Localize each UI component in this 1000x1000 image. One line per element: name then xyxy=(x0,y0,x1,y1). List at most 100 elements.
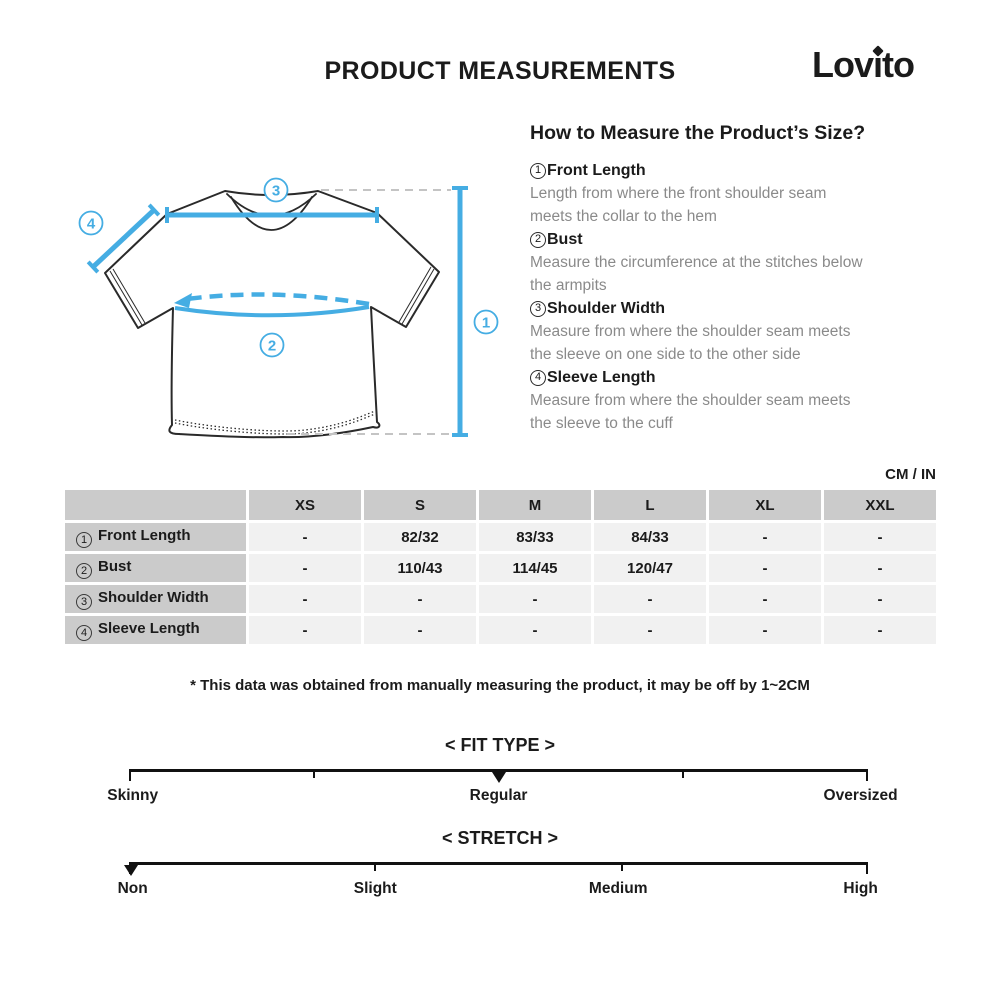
size-column-header: M xyxy=(479,490,591,520)
marker-sleeve-length: 4 xyxy=(87,216,96,233)
tick-mark xyxy=(129,769,131,781)
tick-mark xyxy=(866,862,868,874)
marker-shoulder-width: 3 xyxy=(272,183,280,200)
sleeve-length-line xyxy=(86,203,161,274)
guide-dashed-lines xyxy=(287,189,451,435)
row-label: 3 Shoulder Width xyxy=(65,585,246,613)
fit-type-marker-icon xyxy=(491,772,506,783)
measure-item-desc: the sleeve to the cuff xyxy=(530,415,673,432)
arrow-head-icon xyxy=(174,293,192,308)
stretch-labels: Non Slight Medium High xyxy=(118,880,878,900)
brand-logo-text-post: to xyxy=(882,44,915,85)
row-label: 4 Sleeve Length xyxy=(65,616,246,644)
stretch-option: Medium xyxy=(588,880,648,897)
cell: - xyxy=(709,616,821,644)
stretch-marker-icon xyxy=(124,865,139,876)
front-length-line xyxy=(452,186,468,437)
fit-type-option: Skinny xyxy=(107,787,159,804)
fit-type-option: Regular xyxy=(469,787,528,804)
measure-item-bust: 2 Bust Measure the circumference at the s… xyxy=(530,228,934,297)
cell: 114/45 xyxy=(479,554,591,582)
circled-number-icon: 2 xyxy=(530,231,546,248)
measure-item-desc: Measure the circumference at the stitche… xyxy=(530,254,863,271)
circled-number-icon: 1 xyxy=(76,531,92,548)
cell: - xyxy=(249,523,361,551)
fit-type-labels: Skinny Regular Oversized xyxy=(107,787,897,807)
measure-item-desc: the sleeve on one side to the other side xyxy=(530,346,801,363)
brand-logo-i: ı xyxy=(872,44,884,85)
cell: - xyxy=(249,585,361,613)
fit-type-option: Oversized xyxy=(823,787,898,804)
table-row-bust: 2 Bust - 110/43 114/45 120/47 - - xyxy=(65,554,936,582)
measure-item-desc: Measure from where the shoulder seam mee… xyxy=(530,323,851,340)
tick-mark xyxy=(620,862,623,871)
size-column-header: XS xyxy=(249,490,361,520)
how-to-measure-section: How to Measure the Product’s Size? 1 Fron… xyxy=(530,122,934,435)
size-column-header: XXL xyxy=(824,490,936,520)
stretch-option: Non xyxy=(117,880,148,897)
cell: - xyxy=(249,554,361,582)
circled-number-icon: 3 xyxy=(76,593,92,610)
marker-bust: 2 xyxy=(268,338,276,355)
tick-mark xyxy=(682,769,685,778)
measure-item-label: 3 Shoulder Width xyxy=(530,297,934,320)
page-title: PRODUCT MEASUREMENTS xyxy=(324,57,676,85)
how-to-measure-title: How to Measure the Product’s Size? xyxy=(530,122,866,144)
fit-type-title: < FIT TYPE > xyxy=(444,735,556,755)
shoulder-width-line xyxy=(165,207,379,223)
tick-mark xyxy=(374,862,377,871)
row-label: 1 Front Length xyxy=(65,523,246,551)
cell: - xyxy=(594,585,706,613)
cell: 83/33 xyxy=(479,523,591,551)
stretch-title: < STRETCH > xyxy=(441,828,559,848)
size-table: XS S M L XL XXL 1 Front Length - 82/32 83… xyxy=(62,487,939,647)
cell: - xyxy=(364,616,476,644)
cell: 84/33 xyxy=(594,523,706,551)
cell: 120/47 xyxy=(594,554,706,582)
cell: - xyxy=(364,585,476,613)
measurement-disclaimer: * This data was obtained from manually m… xyxy=(190,677,810,694)
cell: - xyxy=(709,554,821,582)
fit-type-scale xyxy=(129,769,868,783)
circled-number-icon: 3 xyxy=(530,300,546,317)
sleeve-stitch-lines xyxy=(109,266,435,326)
cell: 82/32 xyxy=(364,523,476,551)
cell: 110/43 xyxy=(364,554,476,582)
cell: - xyxy=(824,585,936,613)
bust-ellipse xyxy=(174,292,370,318)
cell: - xyxy=(709,585,821,613)
measure-item-label: 2 Bust xyxy=(530,228,934,251)
cell: - xyxy=(824,554,936,582)
measure-item-desc: Measure from where the shoulder seam mee… xyxy=(530,392,851,409)
cell: - xyxy=(249,616,361,644)
measure-item-desc: meets the collar to the hem xyxy=(530,208,717,225)
marker-front-length: 1 xyxy=(482,315,490,332)
tick-mark xyxy=(312,769,315,778)
circled-number-icon: 4 xyxy=(76,624,92,641)
brand-logo-text-pre: Lov xyxy=(812,44,874,85)
stretch-option: Slight xyxy=(353,880,397,897)
size-column-header: XL xyxy=(709,490,821,520)
cell: - xyxy=(824,616,936,644)
size-column-header: L xyxy=(594,490,706,520)
tick-mark xyxy=(866,769,868,781)
row-label: 2 Bust xyxy=(65,554,246,582)
stretch-scale xyxy=(124,862,868,876)
measure-item-shoulder-width: 3 Shoulder Width Measure from where the s… xyxy=(530,297,934,366)
measure-item-front-length: 1 Front Length Length from where the fron… xyxy=(530,159,934,228)
measure-item-desc: Length from where the front shoulder sea… xyxy=(530,185,827,202)
measure-item-sleeve-length: 4 Sleeve Length Measure from where the sh… xyxy=(530,366,934,435)
size-column-header: S xyxy=(364,490,476,520)
table-row-shoulder-width: 3 Shoulder Width - - - - - - xyxy=(65,585,936,613)
cell: - xyxy=(479,585,591,613)
circled-number-icon: 4 xyxy=(530,369,546,386)
diagram-markers: 3 4 2 1 xyxy=(78,177,499,358)
size-table-header-row: XS S M L XL XXL xyxy=(65,490,936,520)
cell: - xyxy=(709,523,821,551)
measure-item-desc: the armpits xyxy=(530,277,607,294)
circled-number-icon: 1 xyxy=(530,162,546,179)
tshirt-measurement-diagram: 3 4 2 1 xyxy=(78,177,499,439)
measure-item-label: 1 Front Length xyxy=(530,159,934,182)
stretch-option: High xyxy=(843,880,878,897)
